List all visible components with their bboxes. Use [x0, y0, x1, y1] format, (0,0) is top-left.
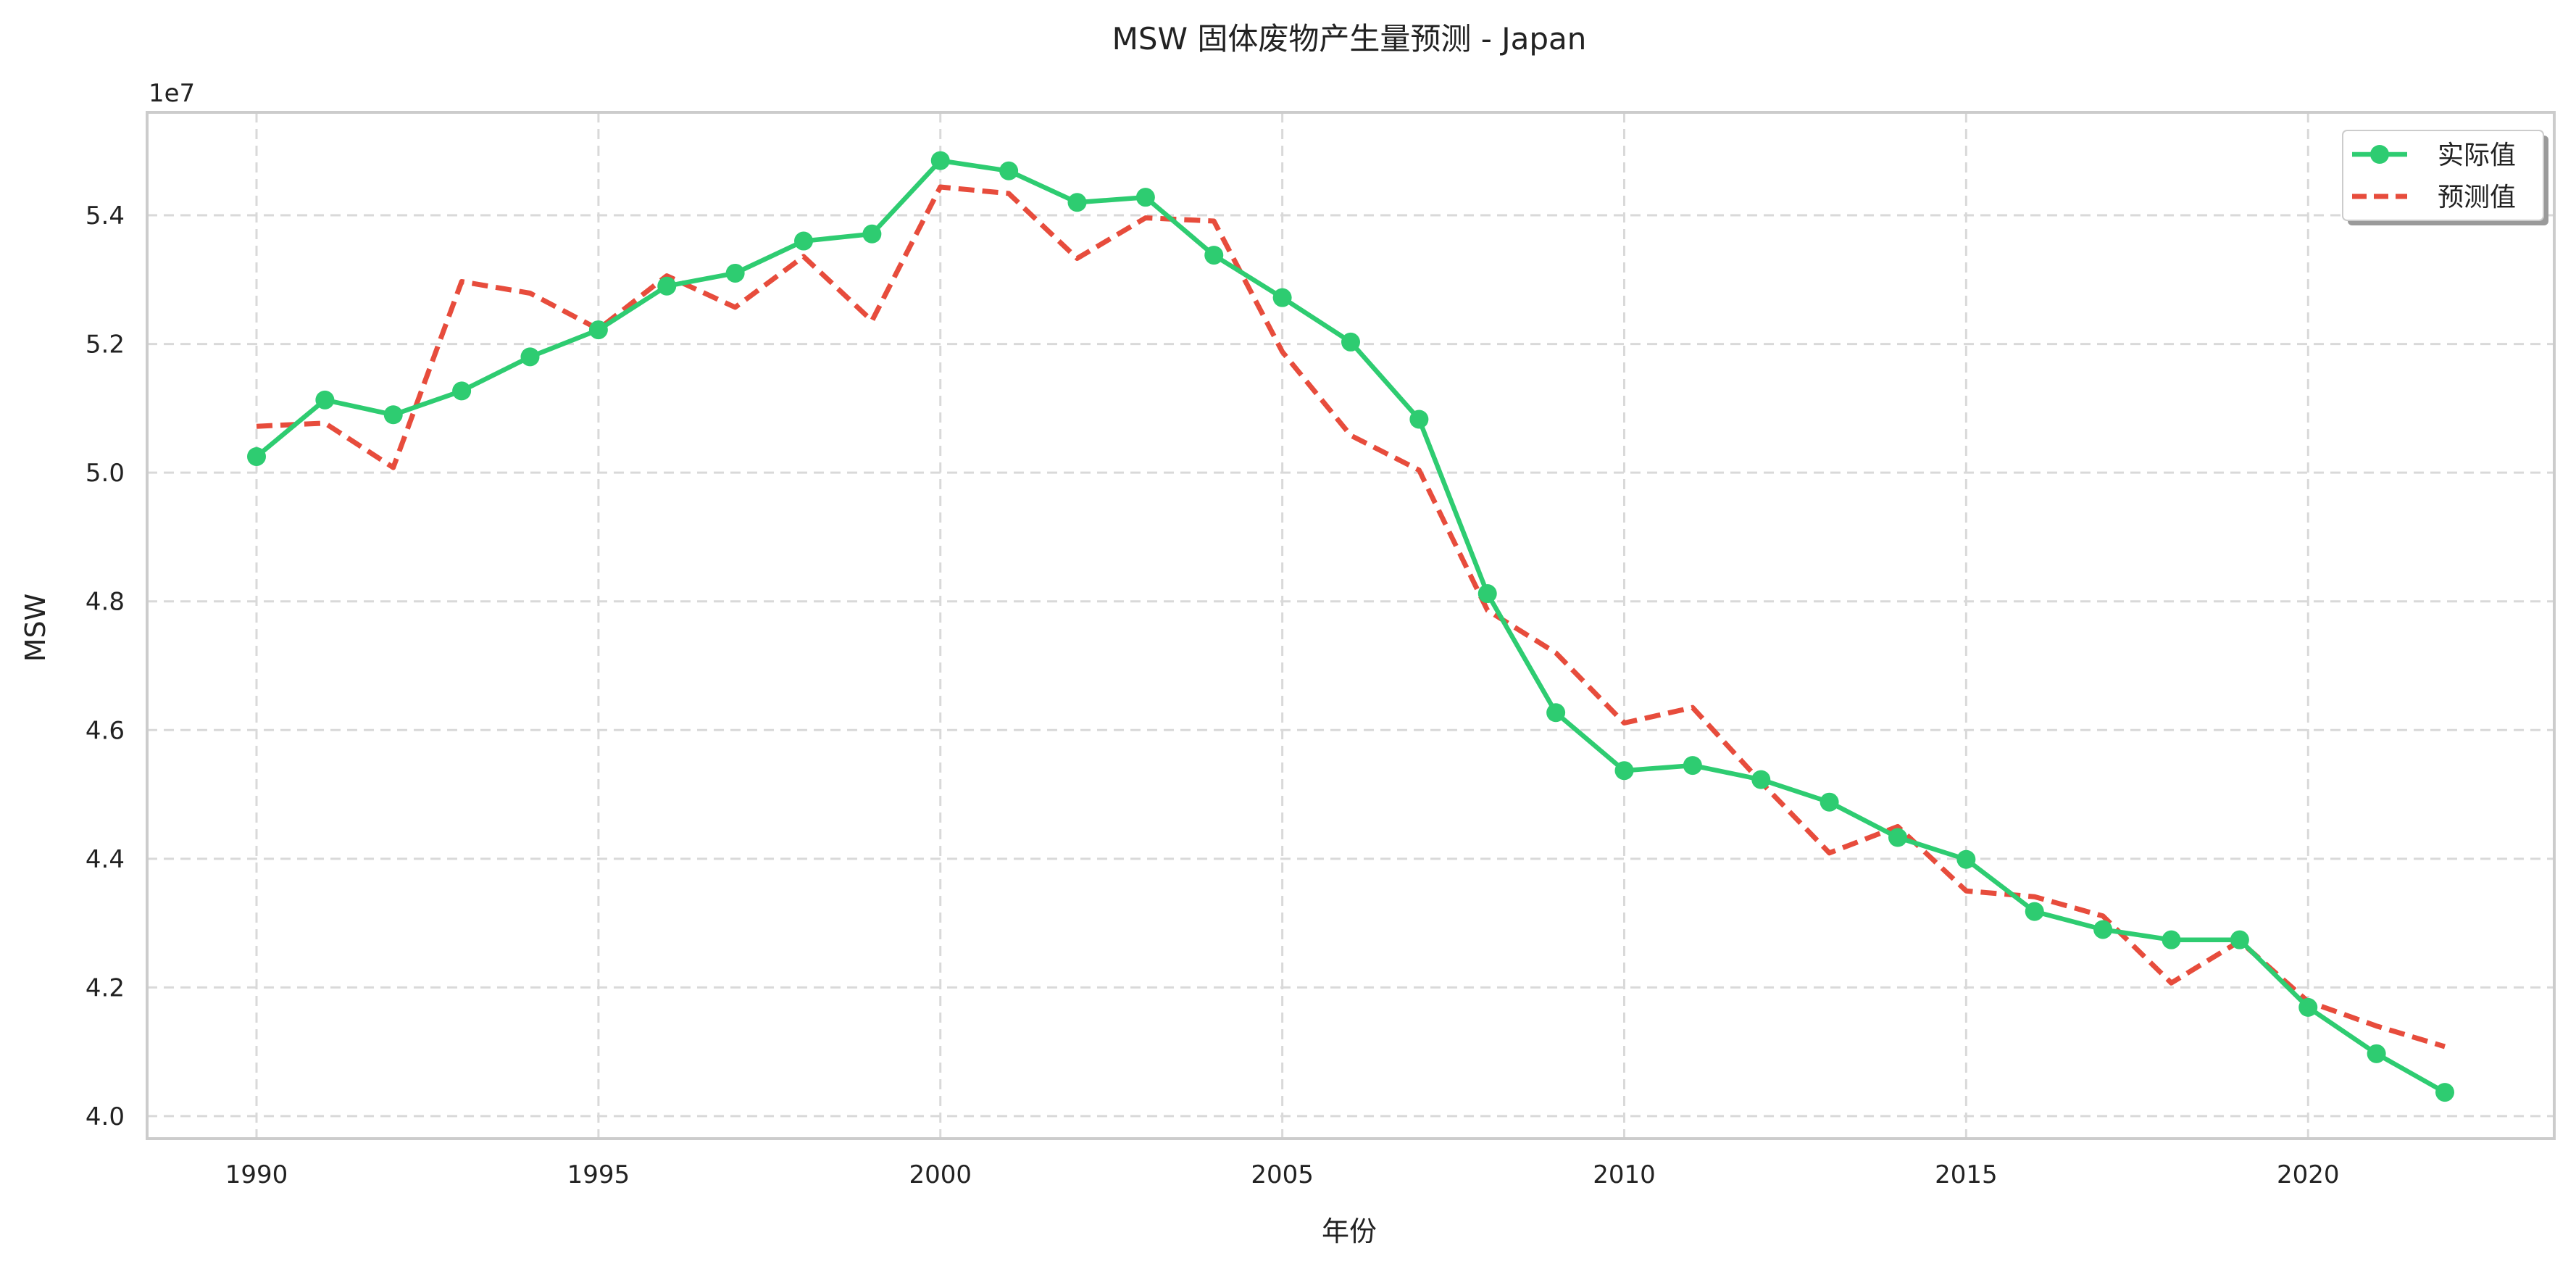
y-tick-label: 5.0 — [86, 459, 125, 488]
y-tick-label: 4.0 — [86, 1102, 125, 1131]
actual-data-point — [2025, 902, 2044, 921]
actual-data-point — [1204, 246, 1224, 265]
grid-layer — [147, 112, 2554, 1139]
actual-data-point — [1614, 761, 1634, 781]
legend-label: 实际值 — [2438, 141, 2516, 170]
actual-data-point — [930, 151, 950, 170]
x-tick-label: 2020 — [2277, 1160, 2340, 1189]
actual-data-point — [1067, 193, 1087, 212]
actual-data-point — [1135, 188, 1155, 207]
actual-data-point — [999, 161, 1019, 180]
actual-data-point — [1820, 792, 1839, 812]
actual-data-point — [2093, 920, 2113, 939]
actual-data-point — [383, 405, 403, 425]
actual-data-point — [1751, 770, 1771, 789]
actual-data-point — [2162, 930, 2181, 949]
x-tick-label: 2000 — [909, 1160, 972, 1189]
actual-data-point — [247, 446, 266, 466]
tick-layer: 1990 1995 2000 2005 2010 2015 2020 4.0 4.2 4.4 4.6… — [86, 201, 2340, 1189]
actual-data-point — [2367, 1044, 2386, 1063]
actual-data-point — [862, 224, 882, 244]
y-tick-label: 4.4 — [86, 845, 125, 874]
actual-data-point — [2230, 930, 2249, 949]
actual-data-point — [315, 390, 335, 410]
actual-data-point — [1341, 332, 1360, 352]
x-axis-label: 年份 — [1322, 1215, 1377, 1247]
actual-data-point — [794, 231, 813, 251]
actual-data-point — [1272, 288, 1292, 307]
predicted-series-line — [256, 184, 2446, 1049]
actual-data-point — [657, 276, 677, 296]
y-axis-label: MSW — [20, 594, 51, 662]
x-tick-label: 2005 — [1251, 1160, 1314, 1189]
series-layer — [247, 151, 2454, 1102]
actual-data-point — [1888, 828, 1907, 847]
actual-data-point — [520, 347, 540, 367]
x-tick-label: 1995 — [567, 1160, 630, 1189]
x-tick-label: 1990 — [225, 1160, 288, 1189]
actual-data-point — [452, 381, 472, 401]
actual-data-point — [588, 320, 608, 340]
plot-frame — [146, 111, 2556, 1140]
actual-series-line — [254, 158, 2446, 1094]
actual-data-point — [1956, 849, 1976, 869]
x-tick-label: 2010 — [1593, 1160, 1656, 1189]
legend-label: 预测值 — [2438, 183, 2516, 212]
actual-data-point — [2435, 1083, 2454, 1102]
y-tick-label: 4.6 — [86, 716, 125, 745]
actual-data-point — [1546, 703, 1566, 723]
x-tick-label: 2015 — [1935, 1160, 1998, 1189]
y-tick-label: 4.2 — [86, 973, 125, 1002]
y-tick-label: 5.2 — [86, 331, 125, 359]
legend-actual-marker — [2370, 145, 2389, 164]
actual-data-point — [725, 263, 745, 283]
actual-data-point — [1409, 410, 1429, 429]
y-tick-label: 5.4 — [86, 201, 125, 230]
y-offset-label: 1e7 — [149, 79, 195, 108]
actual-data-point — [2298, 997, 2318, 1017]
chart-title: MSW 固体废物产生量预测 - Japan — [1112, 21, 1587, 57]
actual-data-point — [1477, 584, 1497, 604]
y-tick-label: 4.8 — [86, 588, 125, 617]
actual-data-point — [1683, 756, 1702, 776]
